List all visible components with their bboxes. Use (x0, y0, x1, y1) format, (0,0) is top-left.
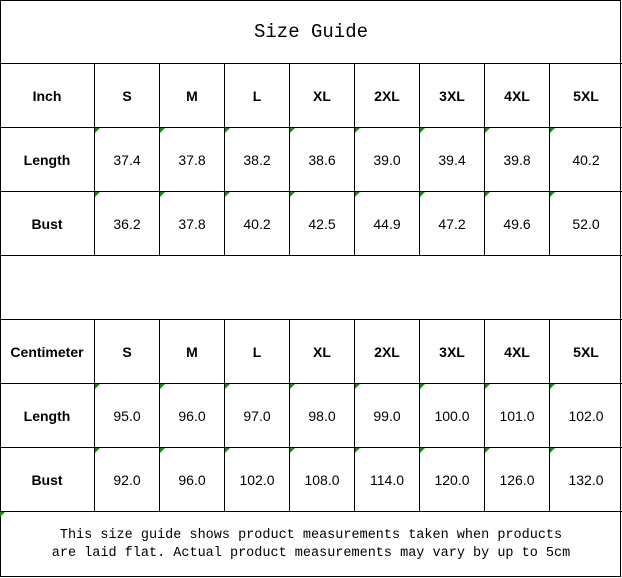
measurement-cell: 99.0 (355, 384, 420, 447)
size-header: M (160, 64, 225, 127)
measurement-cell: 39.4 (420, 128, 485, 191)
measurement-cell: 47.2 (420, 192, 485, 255)
measurement-cell: 102.0 (550, 384, 622, 447)
unit-header: Inch (0, 64, 95, 127)
row-label: Bust (0, 448, 95, 511)
measurement-cell: 92.0 (95, 448, 160, 511)
measurement-cell: 108.0 (290, 448, 355, 511)
table-row: Bust 92.0 96.0 102.0 108.0 114.0 120.0 126.0 132… (0, 448, 622, 512)
measurement-cell: 96.0 (160, 448, 225, 511)
measurement-cell: 126.0 (485, 448, 550, 511)
size-header: 4XL (485, 64, 550, 127)
measurement-cell: 37.8 (160, 192, 225, 255)
measurement-cell: 96.0 (160, 384, 225, 447)
size-header: 5XL (573, 343, 599, 360)
measurement-cell: 37.4 (95, 128, 160, 191)
measurement-cell: 44.9 (355, 192, 420, 255)
size-header: 2XL (355, 64, 420, 127)
measurement-cell: 40.2 (225, 192, 290, 255)
size-header: 5XL (573, 87, 599, 104)
measurement-cell: 39.8 (485, 128, 550, 191)
spacer-row (0, 256, 622, 320)
measurement-cell: 38.2 (225, 128, 290, 191)
measurement-cell: 39.0 (355, 128, 420, 191)
measurement-cell: 95.0 (95, 384, 160, 447)
row-label: Length (0, 384, 95, 447)
measurement-cell: 38.6 (290, 128, 355, 191)
size-header: L (225, 320, 290, 383)
measurement-cell: 101.0 (485, 384, 550, 447)
measurement-cell: 37.8 (160, 128, 225, 191)
size-header: 4XL (485, 320, 550, 383)
measurement-cell: 52.0 (550, 192, 622, 255)
note-line-1: This size guide shows product measuremen… (59, 528, 563, 543)
size-header: 2XL (355, 320, 420, 383)
measurement-cell: 100.0 (420, 384, 485, 447)
page-title: Size Guide (0, 0, 622, 64)
table-row: Length 37.4 37.8 38.2 38.6 39.0 39.4 39.8 40.2 (0, 128, 622, 192)
measurement-cell: 98.0 (290, 384, 355, 447)
measurement-note: This size guide shows product measuremen… (0, 512, 622, 578)
size-header: L (225, 64, 290, 127)
measurement-cell: 36.2 (95, 192, 160, 255)
measurement-cell: 132.0 (550, 448, 622, 511)
size-header: S (95, 320, 160, 383)
size-header: S (95, 64, 160, 127)
measurement-cell: 114.0 (355, 448, 420, 511)
measurement-cell: 97.0 (225, 384, 290, 447)
row-label: Bust (0, 192, 95, 255)
size-header: 3XL (420, 320, 485, 383)
row-label: Length (0, 128, 95, 191)
header-row: Inch S M L XL 2XL 3XL 4XL 5XL (0, 64, 622, 128)
measurement-cell: 102.0 (225, 448, 290, 511)
size-header: 3XL (420, 64, 485, 127)
measurement-cell: 42.5 (290, 192, 355, 255)
measurement-cell: 40.2 (550, 128, 622, 191)
note-line-2: are laid flat. Actual product measuremen… (51, 546, 571, 561)
measurement-cell: 49.6 (485, 192, 550, 255)
unit-header: Centimeter (0, 320, 95, 383)
table-row: Length 95.0 96.0 97.0 98.0 99.0 100.0 101.0 102.… (0, 384, 622, 448)
header-row: Centimeter S M L XL 2XL 3XL 4XL 5XL (0, 320, 622, 384)
table-row: Bust 36.2 37.8 40.2 42.5 44.9 47.2 49.6 52.0 (0, 192, 622, 256)
size-header: XL (290, 320, 355, 383)
measurement-cell: 120.0 (420, 448, 485, 511)
size-header: XL (290, 64, 355, 127)
size-header: M (160, 320, 225, 383)
